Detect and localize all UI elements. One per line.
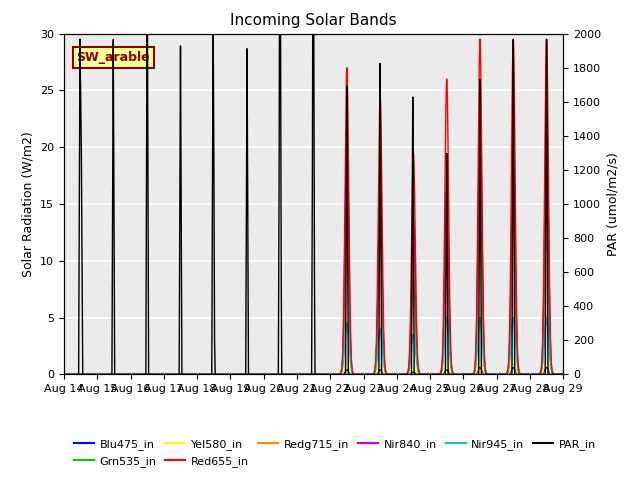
Legend: Blu475_in, Grn535_in, Yel580_in, Red655_in, Redg715_in, Nir840_in, Nir945_in, PA: Blu475_in, Grn535_in, Yel580_in, Red655_… bbox=[70, 435, 600, 471]
Y-axis label: PAR (umol/m2/s): PAR (umol/m2/s) bbox=[607, 152, 620, 256]
Title: Incoming Solar Bands: Incoming Solar Bands bbox=[230, 13, 397, 28]
Text: SW_arable: SW_arable bbox=[77, 51, 150, 64]
Y-axis label: Solar Radiation (W/m2): Solar Radiation (W/m2) bbox=[22, 131, 35, 277]
